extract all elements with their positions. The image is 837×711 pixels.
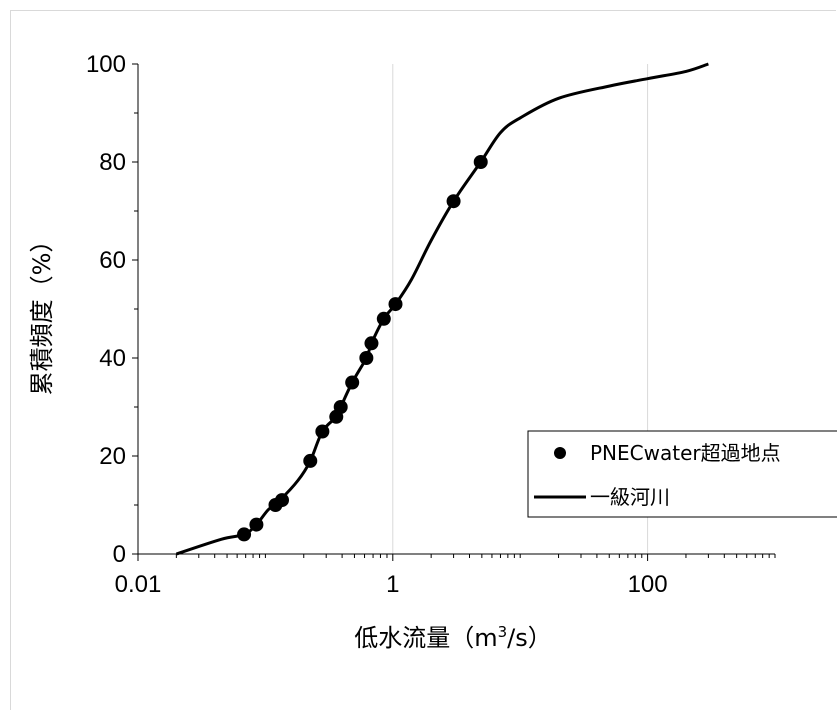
legend-label-scatter: PNECwater超過地点 bbox=[590, 441, 781, 465]
data-point bbox=[303, 453, 318, 468]
y-tick-label: 100 bbox=[86, 51, 126, 78]
data-point bbox=[315, 424, 330, 439]
x-tick-label: 1 bbox=[386, 571, 399, 598]
y-tick-label: 60 bbox=[99, 247, 126, 274]
data-point bbox=[376, 311, 391, 326]
x-tick-label: 100 bbox=[628, 571, 668, 598]
data-point bbox=[237, 527, 252, 542]
data-point bbox=[473, 155, 488, 169]
data-point bbox=[345, 375, 360, 390]
data-point bbox=[333, 400, 348, 414]
x-tick-label: 0.01 bbox=[115, 571, 162, 598]
legend: PNECwater超過地点 一級河川 bbox=[527, 430, 837, 518]
series-points-layer bbox=[237, 155, 488, 542]
legend-label-line: 一級河川 bbox=[590, 485, 670, 509]
y-tick-label: 80 bbox=[99, 149, 126, 176]
axes bbox=[132, 63, 776, 561]
x-tick-labels: 0.01 1 100 bbox=[115, 571, 668, 598]
y-tick-label: 40 bbox=[99, 345, 126, 372]
x-axis-label: 低水流量（m3/s） bbox=[354, 623, 552, 652]
y-tick-labels: 0 20 40 60 80 100 bbox=[86, 51, 126, 568]
x-axis-label-main: 低水流量（m bbox=[354, 624, 497, 652]
y-tick-label: 0 bbox=[113, 541, 126, 568]
data-point bbox=[359, 351, 374, 365]
data-point bbox=[388, 297, 403, 312]
data-point bbox=[364, 336, 379, 351]
y-tick-label: 20 bbox=[99, 443, 126, 470]
data-point bbox=[249, 517, 264, 532]
legend-marker-scatter bbox=[554, 447, 566, 459]
data-point bbox=[275, 493, 290, 508]
legend-box bbox=[527, 430, 837, 518]
x-axis-label-superscript: 3 bbox=[498, 623, 508, 641]
y-axis-label: 累積頻度（%） bbox=[28, 229, 56, 396]
chart-frame bbox=[10, 10, 836, 710]
x-axis-label-end: /s） bbox=[507, 624, 552, 652]
data-point bbox=[446, 194, 461, 209]
